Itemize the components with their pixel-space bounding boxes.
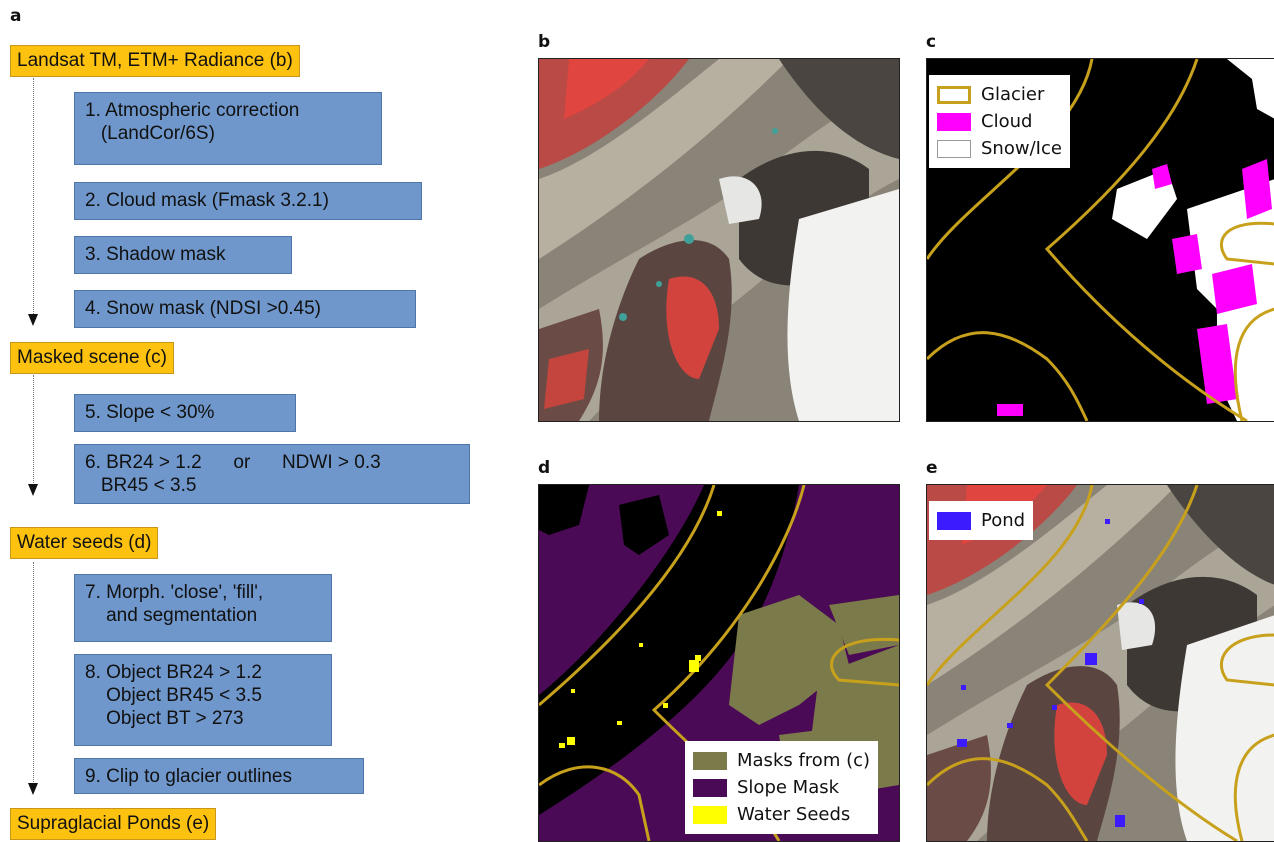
flow-masked-scene-box: Masked scene (c) <box>10 342 174 374</box>
panel-label-c: c <box>926 32 937 52</box>
panel-label-b: b <box>538 32 551 52</box>
flow-input-box: Landsat TM, ETM+ Radiance (b) <box>10 45 300 77</box>
panel-e-supraglacial-ponds: Pond <box>926 484 1274 842</box>
step-clip-glacier: 9. Clip to glacier outlines <box>74 758 364 794</box>
legend-e: Pond <box>929 501 1034 540</box>
legend-item-pond: Pond <box>937 507 1025 534</box>
panel-b-satellite-image <box>538 58 900 422</box>
step-band-ratio: 6. BR24 > 1.2 or NDWI > 0.3 BR45 < 3.5 <box>74 444 470 504</box>
fill-swatch-icon <box>693 751 727 770</box>
arrow-down-icon <box>28 314 38 326</box>
flow-output-box: Supraglacial Ponds (e) <box>10 808 217 840</box>
outline-swatch-icon <box>937 85 971 104</box>
legend-item-snow-ice: Snow/Ice <box>937 135 1062 162</box>
fill-swatch-icon <box>937 112 971 131</box>
fill-swatch-icon <box>693 805 727 824</box>
step-slope: 5. Slope < 30% <box>74 394 296 432</box>
arrow-down-icon <box>28 783 38 795</box>
legend-label: Masks from (c) <box>737 750 871 771</box>
legend-label: Glacier <box>981 84 1045 105</box>
legend-item-masks: Masks from (c) <box>693 747 870 774</box>
legend-label: Pond <box>981 510 1026 531</box>
step-shadow-mask: 3. Shadow mask <box>74 236 292 274</box>
flow-connector <box>33 78 34 316</box>
step-snow-mask: 4. Snow mask (NDSI >0.45) <box>74 290 416 328</box>
flow-connector <box>33 562 34 782</box>
legend-item-glacier: Glacier <box>937 81 1062 108</box>
legend-c: Glacier Cloud Snow/Ice <box>929 75 1070 168</box>
legend-label: Slope Mask <box>737 777 840 798</box>
step-object-filter: 8. Object BR24 > 1.2 Object BR45 < 3.5 O… <box>74 654 332 746</box>
flow-water-seeds-box: Water seeds (d) <box>10 527 159 559</box>
legend-label: Water Seeds <box>737 804 851 825</box>
step-atmospheric-correction: 1. Atmospheric correction (LandCor/6S) <box>74 92 382 165</box>
legend-item-cloud: Cloud <box>937 108 1062 135</box>
fill-swatch-icon <box>937 139 971 158</box>
arrow-down-icon <box>28 484 38 496</box>
panel-c-masked-scene: Glacier Cloud Snow/Ice <box>926 58 1274 422</box>
step-cloud-mask: 2. Cloud mask (Fmask 3.2.1) <box>74 182 422 220</box>
panel-label-d: d <box>538 458 551 478</box>
panel-d-water-seeds: Masks from (c) Slope Mask Water Seeds <box>538 484 900 842</box>
fill-swatch-icon <box>937 511 971 530</box>
legend-d: Masks from (c) Slope Mask Water Seeds <box>685 741 879 834</box>
flow-connector <box>33 375 34 485</box>
panel-label-e: e <box>926 458 938 478</box>
fill-swatch-icon <box>693 778 727 797</box>
legend-item-slope-mask: Slope Mask <box>693 774 870 801</box>
step-morphology: 7. Morph. 'close', 'fill', and segmentat… <box>74 574 332 642</box>
legend-label: Snow/Ice <box>981 138 1062 159</box>
legend-label: Cloud <box>981 111 1033 132</box>
legend-item-water-seeds: Water Seeds <box>693 801 870 828</box>
panel-label-a: a <box>10 6 22 26</box>
